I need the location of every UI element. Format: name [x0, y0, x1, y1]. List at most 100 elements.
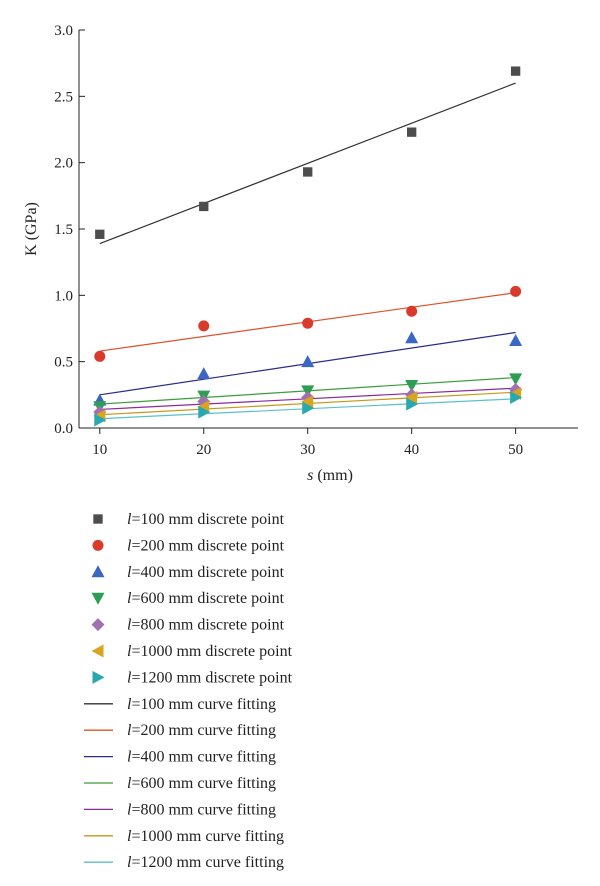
legend-symbol-circle	[92, 539, 104, 551]
x-tick-label: 10	[92, 442, 107, 458]
data-point-triangle-up	[405, 331, 419, 344]
x-tick-label: 40	[404, 442, 419, 458]
y-tick-label: 1.5	[54, 222, 73, 238]
legend-label-text: =1200 mm discrete point	[131, 669, 292, 686]
legend-label-text: =1000 mm discrete point	[131, 643, 292, 660]
data-point-triangle-left	[301, 394, 314, 408]
legend-label-variable: l	[127, 643, 132, 660]
legend-symbol-diamond	[91, 618, 105, 632]
legend-label: l=600 mm curve fitting	[127, 775, 276, 792]
legend-item: l=800 mm discrete point	[91, 617, 285, 634]
data-point-square	[406, 127, 417, 137]
fit-lines	[99, 82, 516, 420]
data-point-circle	[302, 317, 314, 329]
legend-item: l=1000 mm discrete point	[91, 643, 293, 660]
legend-label: l=1200 mm discrete point	[127, 669, 293, 686]
legend-item: l=200 mm curve fitting	[84, 722, 276, 739]
legend-label: l=400 mm curve fitting	[127, 749, 276, 766]
legend-item: l=400 mm curve fitting	[84, 749, 276, 766]
data-point-circle	[406, 305, 418, 317]
data-point-triangle-right	[94, 413, 107, 427]
legend-symbol-triangle-up	[91, 565, 105, 578]
legend-label: l=200 mm curve fitting	[127, 722, 276, 739]
legend-label: l=200 mm discrete point	[127, 537, 285, 554]
legend-item: l=1200 mm discrete point	[92, 669, 293, 686]
legend-label: l=400 mm discrete point	[127, 564, 285, 581]
legend-label-text: =800 mm curve fitting	[131, 801, 276, 818]
data-point-triangle-down	[405, 380, 419, 393]
plot-area: 0.0 0.5 1.0 1.5 2.0 2.5 3.0 10 20 30 40 50	[54, 23, 578, 458]
data-point-square	[510, 66, 521, 76]
y-ticks: 0.0 0.5 1.0 1.5 2.0 2.5 3.0	[54, 23, 85, 437]
legend-item: l=100 mm curve fitting	[84, 696, 276, 713]
legend-item: l=1200 mm curve fitting	[84, 854, 284, 871]
legend-label-variable: l	[127, 722, 132, 739]
markers	[93, 66, 523, 427]
legend-label-text: =100 mm curve fitting	[131, 696, 276, 713]
legend-label-text: =600 mm discrete point	[131, 590, 284, 607]
data-point-triangle-right	[510, 390, 523, 404]
legend-label-variable: l	[127, 564, 132, 581]
legend-label-text: =400 mm discrete point	[131, 564, 284, 581]
fit-line	[99, 82, 516, 245]
legend-label: l=1000 mm discrete point	[127, 643, 293, 660]
data-point-triangle-up	[197, 367, 211, 380]
data-point-triangle-left	[405, 390, 418, 404]
legend-label-text: =100 mm discrete point	[131, 511, 284, 528]
y-tick-label: 3.0	[54, 23, 73, 39]
legend-item: l=600 mm discrete point	[91, 590, 285, 607]
legend-label-variable: l	[127, 590, 132, 607]
x-axis-label: s (mm)	[307, 467, 353, 484]
legend-label: l=600 mm discrete point	[127, 590, 285, 607]
x-axis-label-unit: (mm)	[313, 467, 353, 484]
legend-label: l=800 mm discrete point	[127, 617, 285, 634]
legend-item: l=1000 mm curve fitting	[84, 828, 284, 845]
y-tick-label: 0.0	[54, 421, 73, 437]
x-axis-label-italic: s	[307, 467, 313, 484]
legend-symbol-triangle-left	[91, 644, 104, 658]
legend-item: l=200 mm discrete point	[92, 537, 285, 554]
legend-label-text: =600 mm curve fitting	[131, 775, 276, 792]
y-axis-label: K (GPa)	[23, 202, 40, 256]
legend-symbol-square	[93, 514, 103, 524]
x-tick-label: 30	[300, 442, 315, 458]
data-point-triangle-up	[509, 333, 523, 346]
legend-label-text: =200 mm curve fitting	[131, 722, 276, 739]
y-tick-label: 1.0	[54, 288, 73, 304]
legend-item: l=600 mm curve fitting	[84, 775, 276, 792]
data-point-circle	[510, 285, 522, 297]
y-tick-label: 0.5	[54, 355, 73, 371]
legend-label: l=1200 mm curve fitting	[127, 854, 284, 871]
data-point-triangle-up	[301, 355, 315, 368]
legend-label-text: =1200 mm curve fitting	[131, 854, 284, 871]
data-point-triangle-right	[406, 397, 419, 411]
legend-label-variable: l	[127, 511, 132, 528]
legend-item: l=400 mm discrete point	[91, 564, 285, 581]
legend-label-variable: l	[127, 537, 132, 554]
legend-symbol-triangle-down	[91, 592, 105, 605]
data-point-square	[303, 167, 313, 177]
legend-label-variable: l	[127, 669, 132, 686]
data-point-triangle-down	[509, 373, 523, 386]
y-tick-label: 2.0	[54, 156, 73, 172]
x-tick-label: 50	[508, 442, 523, 458]
legend-label-variable: l	[127, 749, 132, 766]
data-point-square	[95, 229, 105, 239]
legend-label: l=1000 mm curve fitting	[127, 828, 284, 845]
legend-label-text: =1000 mm curve fitting	[131, 828, 284, 845]
legend-label-text: =200 mm discrete point	[131, 537, 284, 554]
data-point-circle	[198, 320, 210, 332]
x-tick-label: 20	[196, 442, 211, 458]
legend-label: l=100 mm discrete point	[127, 511, 285, 528]
data-point-circle	[94, 350, 106, 362]
legend-label: l=100 mm curve fitting	[127, 696, 276, 713]
legend-item: l=800 mm curve fitting	[84, 801, 276, 818]
legend-label: l=800 mm curve fitting	[127, 801, 276, 818]
legend-label-variable: l	[127, 775, 132, 792]
legend-item: l=100 mm discrete point	[93, 511, 285, 528]
data-point-square	[199, 201, 209, 212]
legend-label-variable: l	[127, 854, 132, 871]
legend-label-variable: l	[127, 828, 132, 845]
